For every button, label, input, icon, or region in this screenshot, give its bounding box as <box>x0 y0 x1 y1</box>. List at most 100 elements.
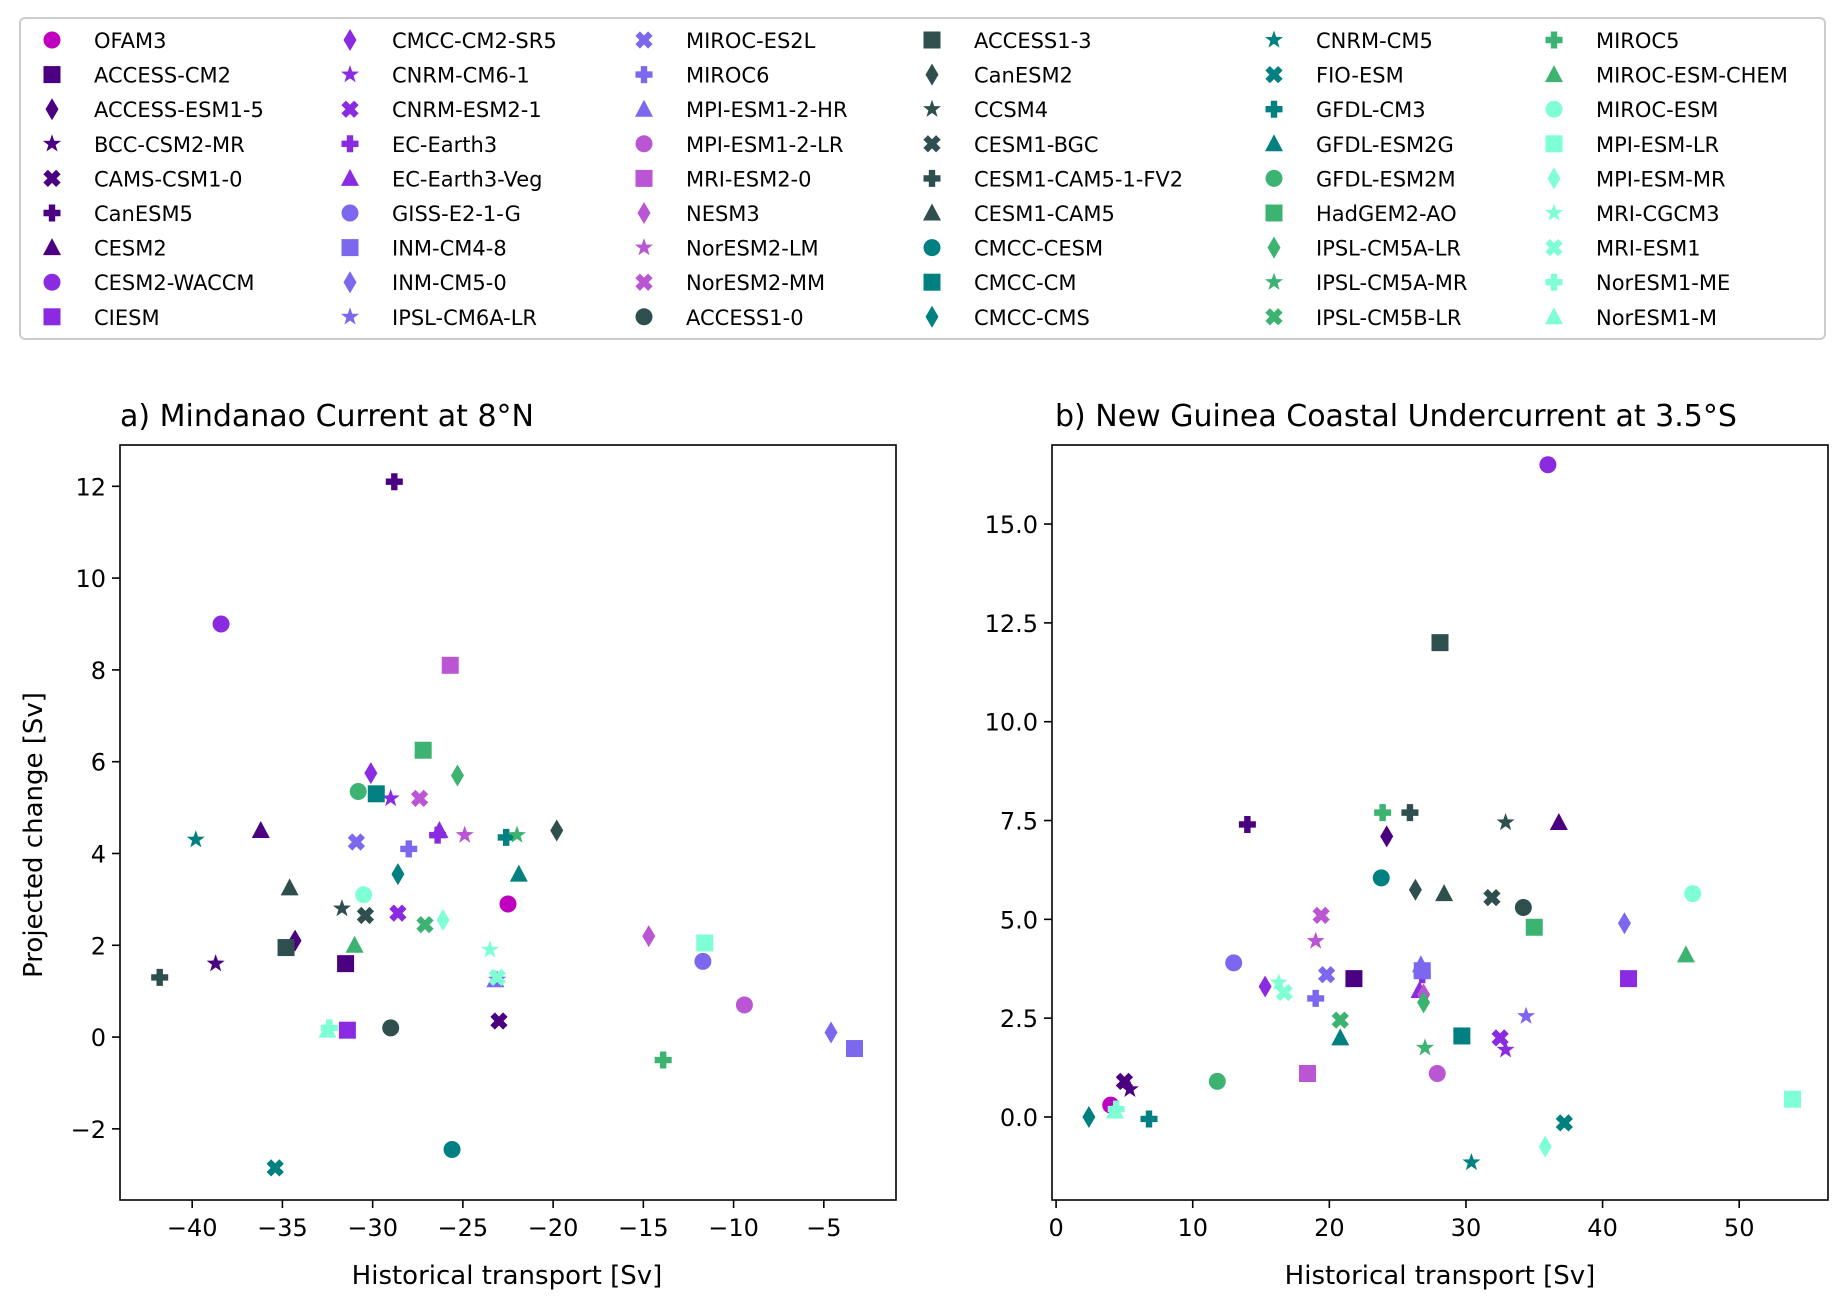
panel-b-ytick-label: 5.0 <box>1000 906 1038 934</box>
legend-label-inm-cm5-0: INM-CM5-0 <box>392 271 507 295</box>
panel-a-points <box>151 473 863 1177</box>
legend-label-ec-earth3-veg: EC-Earth3-Veg <box>392 167 543 191</box>
legend-label-mpi-esm1-2-hr: MPI-ESM1-2-HR <box>686 98 848 122</box>
legend-label-ipsl-cm6a-lr: IPSL-CM6A-LR <box>392 306 537 330</box>
legend-marker-cesm1-bgc <box>923 135 941 153</box>
legend-marker-mri-esm1 <box>1545 238 1563 257</box>
panel-b-xtick-label: 30 <box>1451 1214 1482 1242</box>
legend-items: OFAM3 ACCESS-CM2 ACCESS-ESM1-5 BCC-CSM2-MR C… <box>42 29 1788 330</box>
legend-marker-canesm5 <box>43 204 61 222</box>
legend-marker-mri-esm2-0 <box>635 169 653 187</box>
panel-a-point-cnrm-cm6-1 <box>381 788 400 807</box>
legend-label-mpi-esm-lr: MPI-ESM-LR <box>1596 133 1719 157</box>
legend-label-cmcc-cm: CMCC-CM <box>974 271 1076 295</box>
panel-b-point-ipsl-cm6a-lr <box>1517 1006 1536 1024</box>
panel-a-point-giss-e2-1-g <box>694 952 712 970</box>
legend-marker-mpi-esm1-2-lr <box>635 135 653 153</box>
panel-b-point-cams-csm1-0 <box>1115 1072 1134 1091</box>
panel-a-point-cesm2 <box>251 821 270 839</box>
panel-b-xtick-label: 50 <box>1724 1214 1755 1242</box>
panel-b-point-gfdl-esm2g <box>1331 1028 1350 1046</box>
panel-a-point-noresm1-m <box>318 1020 337 1038</box>
panel-a-point-cnrm-esm2-1 <box>389 904 407 922</box>
legend-label-ipsl-cm5a-mr: IPSL-CM5A-MR <box>1316 271 1467 295</box>
panel-b-point-noresm1-m <box>1105 1101 1124 1119</box>
panel-a-ytick-label: 0 <box>91 1024 106 1052</box>
panel-b-point-cesm1-cam5 <box>1435 884 1454 902</box>
legend-marker-noresm1-me <box>1545 273 1563 291</box>
panel-b-point-access1-3 <box>1431 634 1449 652</box>
panel-a-point-noresm2-lm <box>455 825 474 843</box>
legend: OFAM3 ACCESS-CM2 ACCESS-ESM1-5 BCC-CSM2-MR C… <box>19 17 1826 340</box>
legend-label-canesm5: CanESM5 <box>94 202 193 226</box>
panel-b-point-noresm2-lm <box>1306 931 1325 949</box>
legend-marker-ofam3 <box>43 31 61 49</box>
panel-b-point-access-cm2 <box>1345 970 1363 988</box>
panel-mindanao-current: a) Mindanao Current at 8°N −40 −35 −30 −25 −… <box>19 399 897 1291</box>
legend-marker-mpi-esm-mr <box>1547 167 1561 190</box>
legend-label-access-esm1-5: ACCESS-ESM1-5 <box>94 98 264 122</box>
legend-label-cesm2-waccm: CESM2-WACCM <box>94 271 255 295</box>
panel-b-point-cesm2-waccm <box>1539 456 1557 474</box>
legend-label-ciesm: CIESM <box>94 306 160 330</box>
panel-b-point-access-esm1-5 <box>1380 825 1394 848</box>
panel-a-ylabel: Projected change [Sv] <box>19 692 49 978</box>
legend-marker-ipsl-cm5a-mr <box>1264 272 1284 290</box>
legend-marker-ciesm <box>43 308 61 326</box>
panel-a-point-nesm3 <box>642 925 656 948</box>
panel-a-point-gfdl-esm2m <box>349 783 367 801</box>
panel-b-xlabel: Historical transport [Sv] <box>1285 1261 1596 1291</box>
panel-b-point-cmcc-cesm <box>1372 869 1390 887</box>
panel-b-xtick-label: 0 <box>1048 1214 1063 1242</box>
legend-label-noresm1-m: NorESM1-M <box>1596 306 1717 330</box>
legend-label-access-cm2: ACCESS-CM2 <box>94 64 231 88</box>
panel-b-point-ipsl-cm5a-mr <box>1415 1038 1435 1056</box>
legend-marker-ec-earth3 <box>341 135 359 153</box>
panel-a-point-gfdl-cm3 <box>497 828 515 846</box>
panel-b-point-giss-e2-1-g <box>1225 954 1243 972</box>
legend-label-cmcc-cms: CMCC-CMS <box>974 306 1090 330</box>
panel-a-xtick-label: −20 <box>528 1214 579 1242</box>
panel-a-point-cmcc-cesm <box>443 1141 461 1159</box>
legend-label-ec-earth3: EC-Earth3 <box>392 133 497 157</box>
legend-label-mpi-esm-mr: MPI-ESM-MR <box>1596 167 1726 191</box>
legend-marker-noresm1-m <box>1545 307 1563 325</box>
panel-b-point-access1-0 <box>1514 898 1532 916</box>
panel-b-point-cnrm-esm2-1 <box>1491 1029 1509 1047</box>
panel-a-point-cnrm-cm5 <box>186 830 205 848</box>
panel-b-point-cesm1-cam5-1-fv2 <box>1401 804 1419 822</box>
legend-marker-inm-cm4-8 <box>341 239 359 257</box>
panel-a-point-fio-esm <box>266 1159 284 1177</box>
legend-label-miroc-esm: MIROC-ESM <box>1596 98 1718 122</box>
legend-marker-nesm3 <box>637 202 651 224</box>
panel-a-point-ccsm4 <box>332 899 352 917</box>
panel-a-point-inm-cm5-0 <box>824 1021 838 1044</box>
panel-a-xlabel: Historical transport [Sv] <box>352 1261 663 1291</box>
panel-b-point-miroc-esm-chem <box>1676 945 1695 963</box>
legend-label-access1-3: ACCESS1-3 <box>974 29 1092 53</box>
panel-b-point-inm-cm5-0 <box>1617 912 1631 935</box>
panel-a-xtick-label: −5 <box>806 1214 841 1242</box>
panel-b-point-noresm2-mm <box>1312 906 1330 925</box>
legend-marker-giss-e2-1-g <box>341 204 359 222</box>
legend-label-ipsl-cm5b-lr: IPSL-CM5B-LR <box>1316 306 1462 330</box>
legend-marker-noresm2-lm <box>634 238 654 256</box>
panel-b-point-mpi-esm1-2-lr <box>1428 1065 1446 1083</box>
panel-b-xtick-label: 20 <box>1314 1214 1345 1242</box>
panel-b-point-mpi-esm-lr <box>1783 1090 1801 1108</box>
panel-b-point-miroc5 <box>1374 804 1392 822</box>
legend-label-canesm2: CanESM2 <box>974 64 1073 88</box>
panel-b-point-miroc-esm <box>1684 885 1702 903</box>
legend-label-mri-esm1: MRI-ESM1 <box>1596 237 1701 261</box>
panel-a-point-inm-cm4-8 <box>845 1040 863 1058</box>
legend-label-ipsl-cm5a-lr: IPSL-CM5A-LR <box>1316 237 1461 261</box>
panel-b-point-fio-esm <box>1555 1114 1573 1132</box>
legend-marker-cesm1-cam5-1-fv2 <box>923 169 941 187</box>
panel-b-ytick-label: 10.0 <box>985 709 1038 737</box>
legend-marker-miroc-esm <box>1545 100 1563 118</box>
panel-a-ytick-label: 6 <box>91 749 106 777</box>
legend-marker-mri-cgcm3 <box>1544 203 1564 221</box>
legend-marker-ipsl-cm5b-lr <box>1265 308 1283 326</box>
legend-marker-gfdl-esm2m <box>1265 169 1283 187</box>
panel-a-point-cmcc-cm <box>367 785 385 803</box>
